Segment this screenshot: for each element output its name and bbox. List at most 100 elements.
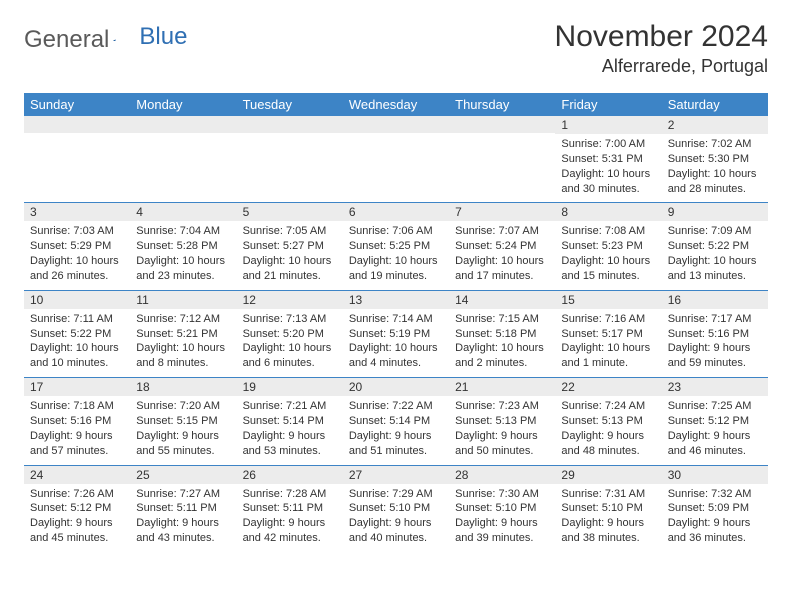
calendar-cell: 25Sunrise: 7:27 AMSunset: 5:11 PMDayligh…: [130, 465, 236, 552]
day-details: Sunrise: 7:12 AMSunset: 5:21 PMDaylight:…: [130, 309, 236, 377]
day-number: 8: [555, 203, 661, 221]
sunrise-text: Sunrise: 7:04 AM: [136, 224, 230, 239]
day-number: 25: [130, 466, 236, 484]
daylight-text: Daylight: 10 hours and 26 minutes.: [30, 254, 124, 284]
sunrise-text: Sunrise: 7:06 AM: [349, 224, 443, 239]
sunrise-text: Sunrise: 7:25 AM: [668, 399, 762, 414]
day-number: 28: [449, 466, 555, 484]
sunset-text: Sunset: 5:09 PM: [668, 501, 762, 516]
day-number: 21: [449, 378, 555, 396]
day-number: 7: [449, 203, 555, 221]
weekday-header: Thursday: [449, 93, 555, 116]
day-details: Sunrise: 7:21 AMSunset: 5:14 PMDaylight:…: [237, 396, 343, 464]
daylight-text: Daylight: 9 hours and 53 minutes.: [243, 429, 337, 459]
day-details: Sunrise: 7:09 AMSunset: 5:22 PMDaylight:…: [662, 221, 768, 289]
day-details: Sunrise: 7:27 AMSunset: 5:11 PMDaylight:…: [130, 484, 236, 552]
day-number: 11: [130, 291, 236, 309]
day-number: 20: [343, 378, 449, 396]
calendar-cell: [130, 116, 236, 203]
calendar-cell: 1Sunrise: 7:00 AMSunset: 5:31 PMDaylight…: [555, 116, 661, 203]
calendar-cell: 16Sunrise: 7:17 AMSunset: 5:16 PMDayligh…: [662, 290, 768, 377]
daylight-text: Daylight: 9 hours and 38 minutes.: [561, 516, 655, 546]
day-number: 1: [555, 116, 661, 134]
sunrise-text: Sunrise: 7:23 AM: [455, 399, 549, 414]
title-block: November 2024 Alferrarede, Portugal: [555, 20, 768, 77]
calendar-cell: [237, 116, 343, 203]
sunrise-text: Sunrise: 7:09 AM: [668, 224, 762, 239]
calendar-cell: 20Sunrise: 7:22 AMSunset: 5:14 PMDayligh…: [343, 378, 449, 465]
calendar-cell: 15Sunrise: 7:16 AMSunset: 5:17 PMDayligh…: [555, 290, 661, 377]
daylight-text: Daylight: 10 hours and 10 minutes.: [30, 341, 124, 371]
calendar-cell: 26Sunrise: 7:28 AMSunset: 5:11 PMDayligh…: [237, 465, 343, 552]
sunset-text: Sunset: 5:13 PM: [455, 414, 549, 429]
sunset-text: Sunset: 5:18 PM: [455, 327, 549, 342]
calendar-cell: 12Sunrise: 7:13 AMSunset: 5:20 PMDayligh…: [237, 290, 343, 377]
sunrise-text: Sunrise: 7:17 AM: [668, 312, 762, 327]
daylight-text: Daylight: 9 hours and 43 minutes.: [136, 516, 230, 546]
sunset-text: Sunset: 5:10 PM: [561, 501, 655, 516]
daylight-text: Daylight: 10 hours and 19 minutes.: [349, 254, 443, 284]
sunset-text: Sunset: 5:31 PM: [561, 152, 655, 167]
calendar-cell: 7Sunrise: 7:07 AMSunset: 5:24 PMDaylight…: [449, 203, 555, 290]
sunset-text: Sunset: 5:20 PM: [243, 327, 337, 342]
calendar-cell: 21Sunrise: 7:23 AMSunset: 5:13 PMDayligh…: [449, 378, 555, 465]
sunrise-text: Sunrise: 7:02 AM: [668, 137, 762, 152]
sunset-text: Sunset: 5:30 PM: [668, 152, 762, 167]
day-details: Sunrise: 7:22 AMSunset: 5:14 PMDaylight:…: [343, 396, 449, 464]
sunrise-text: Sunrise: 7:31 AM: [561, 487, 655, 502]
calendar-week-row: 17Sunrise: 7:18 AMSunset: 5:16 PMDayligh…: [24, 378, 768, 465]
day-details: Sunrise: 7:28 AMSunset: 5:11 PMDaylight:…: [237, 484, 343, 552]
sunset-text: Sunset: 5:17 PM: [561, 327, 655, 342]
day-number: 6: [343, 203, 449, 221]
sunrise-text: Sunrise: 7:08 AM: [561, 224, 655, 239]
brand-word-1: General: [24, 26, 109, 54]
daylight-text: Daylight: 10 hours and 21 minutes.: [243, 254, 337, 284]
daylight-text: Daylight: 9 hours and 42 minutes.: [243, 516, 337, 546]
day-details: Sunrise: 7:00 AMSunset: 5:31 PMDaylight:…: [555, 134, 661, 202]
day-details: Sunrise: 7:06 AMSunset: 5:25 PMDaylight:…: [343, 221, 449, 289]
day-number: 30: [662, 466, 768, 484]
day-number: 9: [662, 203, 768, 221]
sunrise-text: Sunrise: 7:00 AM: [561, 137, 655, 152]
weekday-header: Saturday: [662, 93, 768, 116]
day-details: Sunrise: 7:31 AMSunset: 5:10 PMDaylight:…: [555, 484, 661, 552]
sunset-text: Sunset: 5:13 PM: [561, 414, 655, 429]
calendar-cell: [24, 116, 130, 203]
daylight-text: Daylight: 10 hours and 8 minutes.: [136, 341, 230, 371]
calendar-cell: [343, 116, 449, 203]
sunset-text: Sunset: 5:11 PM: [136, 501, 230, 516]
day-details: Sunrise: 7:13 AMSunset: 5:20 PMDaylight:…: [237, 309, 343, 377]
sunrise-text: Sunrise: 7:28 AM: [243, 487, 337, 502]
day-details: Sunrise: 7:17 AMSunset: 5:16 PMDaylight:…: [662, 309, 768, 377]
header: General Blue November 2024 Alferrarede, …: [24, 20, 768, 77]
calendar-cell: 14Sunrise: 7:15 AMSunset: 5:18 PMDayligh…: [449, 290, 555, 377]
sunset-text: Sunset: 5:27 PM: [243, 239, 337, 254]
flag-icon: [113, 31, 116, 49]
day-number: 27: [343, 466, 449, 484]
daylight-text: Daylight: 9 hours and 39 minutes.: [455, 516, 549, 546]
sunrise-text: Sunrise: 7:21 AM: [243, 399, 337, 414]
day-details: Sunrise: 7:15 AMSunset: 5:18 PMDaylight:…: [449, 309, 555, 377]
sunset-text: Sunset: 5:10 PM: [349, 501, 443, 516]
day-details: Sunrise: 7:11 AMSunset: 5:22 PMDaylight:…: [24, 309, 130, 377]
weekday-header: Friday: [555, 93, 661, 116]
calendar-cell: 13Sunrise: 7:14 AMSunset: 5:19 PMDayligh…: [343, 290, 449, 377]
empty-day: [130, 116, 236, 133]
daylight-text: Daylight: 9 hours and 36 minutes.: [668, 516, 762, 546]
calendar-cell: 18Sunrise: 7:20 AMSunset: 5:15 PMDayligh…: [130, 378, 236, 465]
day-details: Sunrise: 7:02 AMSunset: 5:30 PMDaylight:…: [662, 134, 768, 202]
sunrise-text: Sunrise: 7:32 AM: [668, 487, 762, 502]
sunrise-text: Sunrise: 7:03 AM: [30, 224, 124, 239]
empty-body: [343, 133, 449, 191]
sunrise-text: Sunrise: 7:22 AM: [349, 399, 443, 414]
daylight-text: Daylight: 10 hours and 6 minutes.: [243, 341, 337, 371]
calendar-cell: 4Sunrise: 7:04 AMSunset: 5:28 PMDaylight…: [130, 203, 236, 290]
sunrise-text: Sunrise: 7:13 AM: [243, 312, 337, 327]
daylight-text: Daylight: 10 hours and 13 minutes.: [668, 254, 762, 284]
day-details: Sunrise: 7:16 AMSunset: 5:17 PMDaylight:…: [555, 309, 661, 377]
day-details: Sunrise: 7:25 AMSunset: 5:12 PMDaylight:…: [662, 396, 768, 464]
day-number: 5: [237, 203, 343, 221]
day-details: Sunrise: 7:14 AMSunset: 5:19 PMDaylight:…: [343, 309, 449, 377]
sunrise-text: Sunrise: 7:15 AM: [455, 312, 549, 327]
calendar-cell: 11Sunrise: 7:12 AMSunset: 5:21 PMDayligh…: [130, 290, 236, 377]
